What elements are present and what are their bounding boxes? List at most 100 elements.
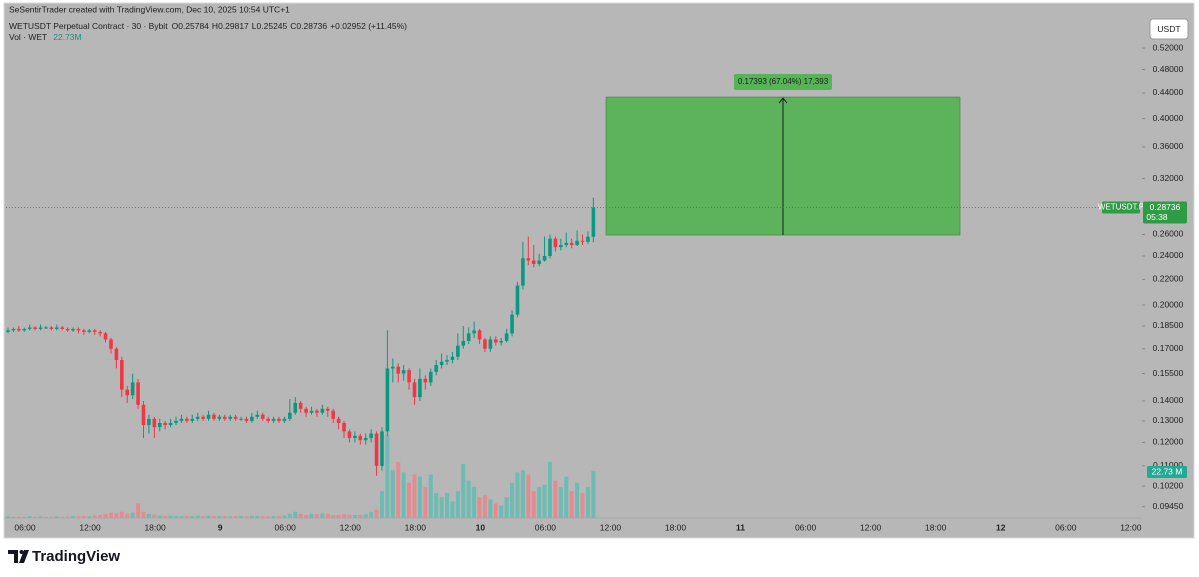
- volume-bar: [569, 491, 574, 518]
- y-tick-label: 0.40000: [1153, 113, 1184, 123]
- volume-bar: [499, 505, 504, 518]
- volume-bar: [325, 513, 330, 518]
- x-tick-label: 12:00: [340, 522, 362, 532]
- volume-bar: [407, 482, 412, 518]
- candle-body: [201, 416, 205, 419]
- x-tick-label: 9: [218, 522, 223, 532]
- brand-logo: TradingView: [8, 548, 120, 565]
- volume-bar: [103, 513, 108, 518]
- y-tick-label: 0.36000: [1153, 141, 1184, 151]
- volume-bar: [174, 515, 179, 518]
- x-tick-label: 11: [736, 522, 745, 532]
- volume-bar: [287, 513, 292, 518]
- y-tick-label: 0.26000: [1153, 229, 1184, 239]
- candle-body: [423, 378, 428, 383]
- volume-bar: [526, 474, 531, 518]
- candle-body: [537, 260, 541, 264]
- volume-bar: [363, 514, 368, 518]
- volume-bar: [141, 511, 146, 518]
- volume-bar: [342, 514, 347, 518]
- volume-bar: [260, 516, 265, 518]
- volume-bar: [434, 493, 439, 518]
- volume-bar: [585, 486, 590, 518]
- volume-tag-bg: [1147, 466, 1187, 478]
- volume-bar: [358, 514, 363, 518]
- candle-body: [391, 366, 395, 369]
- ohlc-value: 0.25784: [178, 21, 209, 31]
- candle-body: [293, 402, 298, 413]
- volume-bar: [379, 491, 384, 518]
- volume-bar: [493, 503, 498, 518]
- candle-body: [130, 382, 135, 396]
- y-tick-label: 0.32000: [1153, 173, 1184, 183]
- x-tick-label: 06:00: [535, 522, 557, 532]
- volume-bar: [6, 516, 10, 518]
- candle-body: [542, 255, 547, 261]
- candle-body: [472, 330, 476, 334]
- volume-bar: [482, 495, 487, 518]
- volume-bar: [347, 514, 352, 518]
- volume-bar: [282, 515, 287, 518]
- candle-body: [461, 340, 466, 346]
- candle-body: [103, 333, 108, 340]
- candle-body: [380, 431, 384, 466]
- currency-button[interactable]: [1149, 18, 1189, 40]
- volume-bar: [331, 514, 336, 518]
- chart-panel: [3, 2, 1195, 539]
- candle-body: [445, 360, 449, 362]
- candle-body: [49, 327, 54, 329]
- logo-mark: [19, 550, 29, 563]
- candle-body: [499, 340, 504, 343]
- volume-bar: [304, 514, 309, 518]
- volume-bar: [531, 491, 536, 518]
- volume-bar: [60, 516, 65, 518]
- volume-bar: [369, 511, 374, 518]
- volume-bar: [125, 513, 130, 518]
- candle-body: [239, 418, 243, 420]
- y-tick-label: 0.24000: [1153, 250, 1184, 260]
- price-tag: 0.28736: [1150, 202, 1181, 212]
- volume-bar: [114, 513, 119, 518]
- y-tick-label: 0.44000: [1153, 87, 1184, 97]
- volume-bar: [136, 503, 141, 518]
- y-tick-label: 0.20000: [1153, 299, 1184, 309]
- ohlc-letter: H: [212, 21, 218, 31]
- y-tick-label: 0.13000: [1153, 415, 1184, 425]
- volume-bar: [580, 493, 585, 518]
- candle-body: [488, 339, 493, 349]
- candle-body: [114, 348, 119, 361]
- volume-bar: [352, 515, 357, 518]
- volume-bar: [374, 509, 379, 518]
- candle-body: [531, 260, 536, 264]
- volume-bar: [65, 516, 70, 518]
- volume-bar: [179, 516, 184, 518]
- candle-body: [282, 418, 287, 421]
- volume-bar: [54, 516, 59, 518]
- x-tick-label: 18:00: [925, 522, 947, 532]
- volume-tag: 22.73 M: [1152, 466, 1183, 476]
- volume-bar: [33, 516, 38, 518]
- candle-body: [401, 370, 406, 374]
- volume-bar: [396, 461, 401, 518]
- volume-bar: [277, 515, 281, 518]
- y-tick-label: 0.17000: [1153, 343, 1184, 353]
- candle-body: [82, 330, 86, 332]
- candle-body: [396, 366, 401, 374]
- x-tick-label: 18:00: [665, 522, 687, 532]
- candle-body: [44, 327, 48, 329]
- candle-body: [125, 389, 130, 396]
- x-tick-label: 10: [476, 522, 486, 532]
- x-tick-label: 06:00: [275, 522, 297, 532]
- candle-body: [526, 258, 531, 261]
- volume-bar: [163, 515, 168, 518]
- symbol-tag-bg: [1102, 201, 1140, 214]
- candle-body: [228, 416, 233, 419]
- volume-bar: [16, 516, 21, 518]
- volume-bar: [428, 474, 433, 518]
- x-tick-label: 06:00: [1055, 522, 1077, 532]
- candle-body: [120, 360, 124, 390]
- candle-body: [266, 418, 270, 421]
- volume-bar: [244, 516, 249, 518]
- currency-label[interactable]: USDT: [1157, 24, 1180, 34]
